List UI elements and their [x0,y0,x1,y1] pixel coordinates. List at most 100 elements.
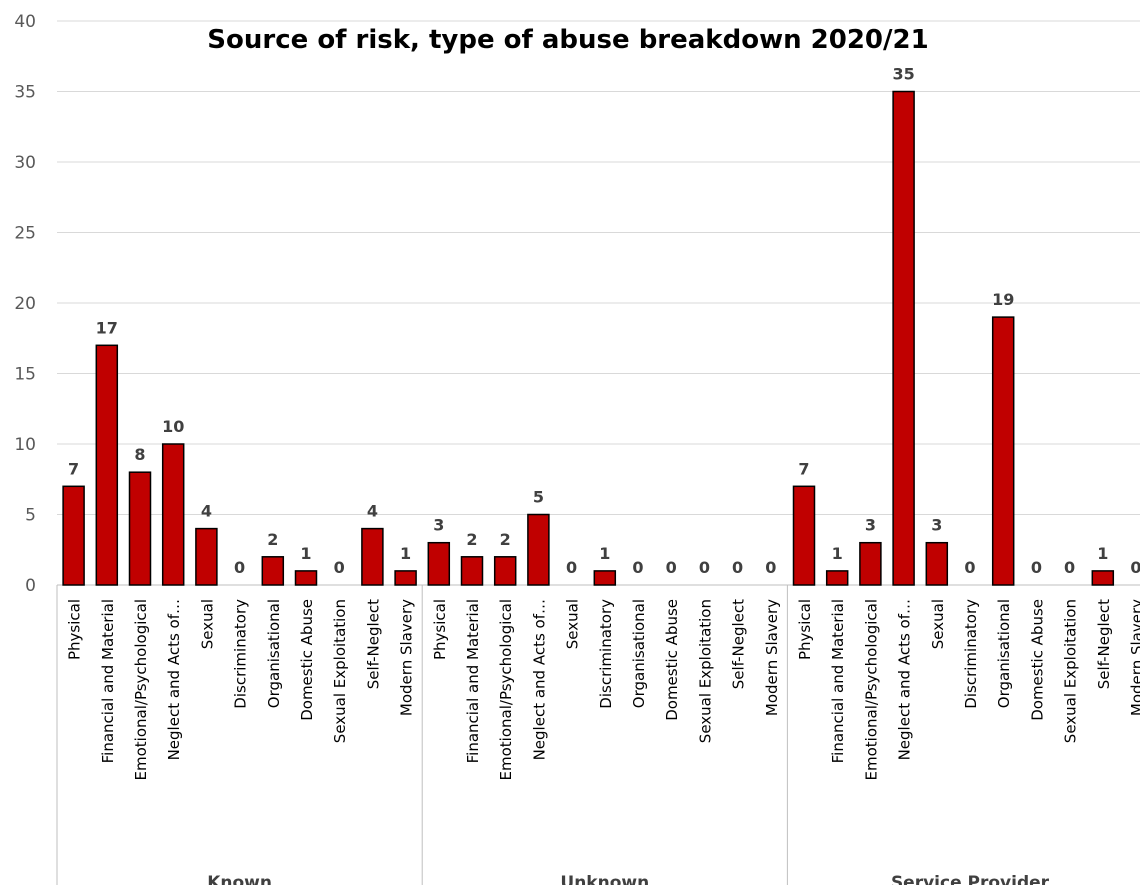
group-label: Service Provider [891,873,1050,885]
bar [95,344,119,586]
y-tick-label: 0 [25,576,36,596]
data-label: 3 [433,516,444,535]
bar [892,90,915,586]
x-tick-label: Financial and Material [829,599,847,763]
x-tick-label: Emotional/Psychological [132,599,150,780]
data-label: 3 [931,516,942,535]
data-label: 2 [466,530,477,549]
data-label: 17 [96,318,118,337]
bar [925,541,949,586]
bar [792,485,816,586]
x-tick-label: Sexual [929,599,947,649]
bar [460,556,484,586]
data-label: 0 [334,558,345,577]
data-label: 4 [367,502,378,521]
bar [62,485,85,586]
bar [593,570,617,586]
data-label: 10 [162,417,184,436]
x-tick-label: Sexual [564,599,582,649]
data-label: 5 [533,488,544,507]
bars [62,90,1115,586]
x-tick-label: Organisational [995,599,1013,708]
x-tick-label: Sexual [198,599,216,649]
bar [493,556,517,586]
data-label: 7 [68,459,79,478]
bar [128,471,152,586]
x-tick-label: Discriminatory [232,599,250,709]
x-tick-label: Sexual Exploitation [1062,599,1080,743]
x-tick-label: Domestic Abuse [1028,599,1046,721]
x-tick-label: Neglect and Acts of… [530,599,548,760]
group-label: Known [207,873,272,885]
bar [991,316,1015,586]
data-label: 0 [1031,558,1042,577]
data-label: 0 [1130,558,1140,577]
x-tick-label: Organisational [630,599,648,708]
data-label: 1 [400,544,411,563]
x-tick-label: Sexual Exploitation [331,599,349,743]
data-label: 2 [267,530,278,549]
bar [427,541,451,586]
x-tick-label: Sexual Exploitation [696,599,714,743]
x-tick-label: Physical [796,599,814,660]
x-axis-groups: Known Unknown Service Provider [56,585,1050,885]
data-label: 3 [865,516,876,535]
data-label: 7 [798,459,809,478]
y-tick-label: 5 [25,506,36,526]
x-tick-label: Discriminatory [962,599,980,709]
data-label: 1 [1097,544,1108,563]
data-label: 0 [765,558,776,577]
bar [859,541,882,586]
y-axis-ticks: 0 5 10 15 20 25 30 35 40 [14,12,36,596]
chart-title: Source of risk, type of abuse breakdown … [207,25,928,55]
bar [261,556,285,586]
x-axis-ticks: Physical Financial and Material Emotional/… [66,599,1140,781]
x-tick-label: Self-Neglect [1095,599,1113,689]
bar [161,443,185,586]
bar [825,570,849,586]
data-label: 0 [1064,558,1075,577]
x-tick-label: Financial and Material [99,599,117,763]
x-tick-label: Organisational [265,599,283,708]
data-label: 0 [732,558,743,577]
x-tick-label: Self-Neglect [364,599,382,689]
data-label: 0 [234,558,245,577]
data-label: 1 [300,544,311,563]
x-tick-label: Emotional/Psychological [862,599,880,780]
y-tick-label: 35 [14,83,36,103]
bar [294,570,318,586]
gridlines [57,20,1140,586]
data-label: 1 [599,544,610,563]
y-tick-label: 25 [14,224,36,244]
x-tick-label: Physical [431,599,449,660]
bar [394,570,417,586]
y-tick-label: 20 [14,294,36,314]
x-tick-label: Self-Neglect [730,599,748,689]
data-label: 2 [500,530,511,549]
data-label: 35 [892,65,914,84]
data-label: 0 [699,558,710,577]
x-tick-label: Neglect and Acts of… [896,599,914,760]
y-tick-label: 30 [14,153,36,173]
x-tick-label: Financial and Material [464,599,482,763]
x-tick-label: Physical [66,599,84,660]
bar [1091,570,1115,586]
y-tick-label: 15 [14,365,36,385]
x-tick-label: Discriminatory [597,599,615,709]
y-tick-label: 10 [14,435,36,455]
x-tick-label: Modern Slavery [398,599,416,716]
data-label: 0 [566,558,577,577]
x-tick-label: Domestic Abuse [663,599,681,721]
x-tick-label: Domestic Abuse [298,599,316,721]
x-tick-label: Modern Slavery [1128,599,1140,716]
y-tick-label: 40 [14,12,36,32]
x-tick-label: Modern Slavery [763,599,781,716]
x-tick-label: Neglect and Acts of… [165,599,183,760]
bar [527,513,550,586]
data-label: 19 [992,290,1014,309]
data-label: 0 [666,558,677,577]
group-label: Unknown [560,873,649,885]
